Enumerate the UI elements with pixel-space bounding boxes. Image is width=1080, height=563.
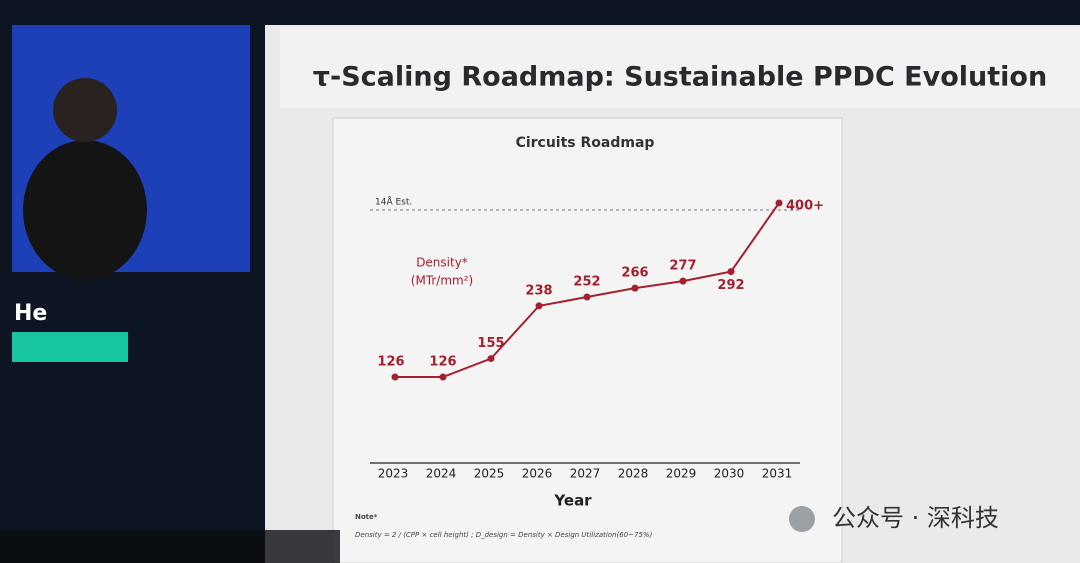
x-tick-label: 2029 (666, 467, 697, 481)
slide-header (280, 28, 1080, 108)
value-label: 266 (621, 266, 648, 281)
value-label: 126 (429, 355, 456, 370)
data-point (679, 277, 687, 285)
watermark: 公众号 · 深科技 (832, 504, 999, 532)
value-label: 238 (525, 283, 552, 298)
speaker-name: He (14, 301, 47, 326)
x-tick-label: 2023 (378, 467, 409, 481)
x-tick-label: 2026 (522, 467, 553, 481)
value-label: 126 (377, 355, 404, 370)
y-label: (MTr/mm²) (411, 274, 473, 288)
speaker-figure (23, 140, 147, 280)
value-label: 277 (669, 259, 696, 274)
data-point (727, 268, 735, 276)
audience (0, 530, 340, 563)
data-point (439, 373, 447, 381)
value-label: 292 (717, 278, 744, 293)
x-tick-label: 2024 (426, 467, 457, 481)
value-label: 252 (573, 274, 600, 289)
data-point (487, 355, 495, 363)
data-point (775, 199, 783, 207)
watermark-icon (789, 506, 815, 532)
slide-title: τ-Scaling Roadmap: Sustainable PPDC Evol… (313, 62, 1047, 93)
x-tick-label: 2027 (570, 467, 601, 481)
chart-title: Circuits Roadmap (516, 135, 655, 151)
name-banner (12, 332, 128, 362)
data-point (631, 284, 639, 292)
x-tick-label: 2031 (762, 467, 793, 481)
speaker-head (53, 78, 117, 142)
chart-panel (332, 117, 843, 563)
x-tick-label: 2028 (618, 467, 649, 481)
value-label: 400+ (786, 199, 824, 214)
annotation: 14Å Est. (375, 196, 412, 208)
y-label: Density* (416, 256, 468, 270)
data-point (583, 293, 591, 301)
note-title: Note* (355, 513, 378, 521)
data-point (535, 302, 543, 310)
x-tick-label: 2030 (714, 467, 745, 481)
value-label: 155 (477, 336, 504, 351)
x-tick-label: 2025 (474, 467, 505, 481)
note-formula: Density = 2 / (CPP × cell height) ; D_de… (355, 531, 653, 539)
data-point (391, 373, 399, 381)
x-label: Year (553, 492, 592, 510)
